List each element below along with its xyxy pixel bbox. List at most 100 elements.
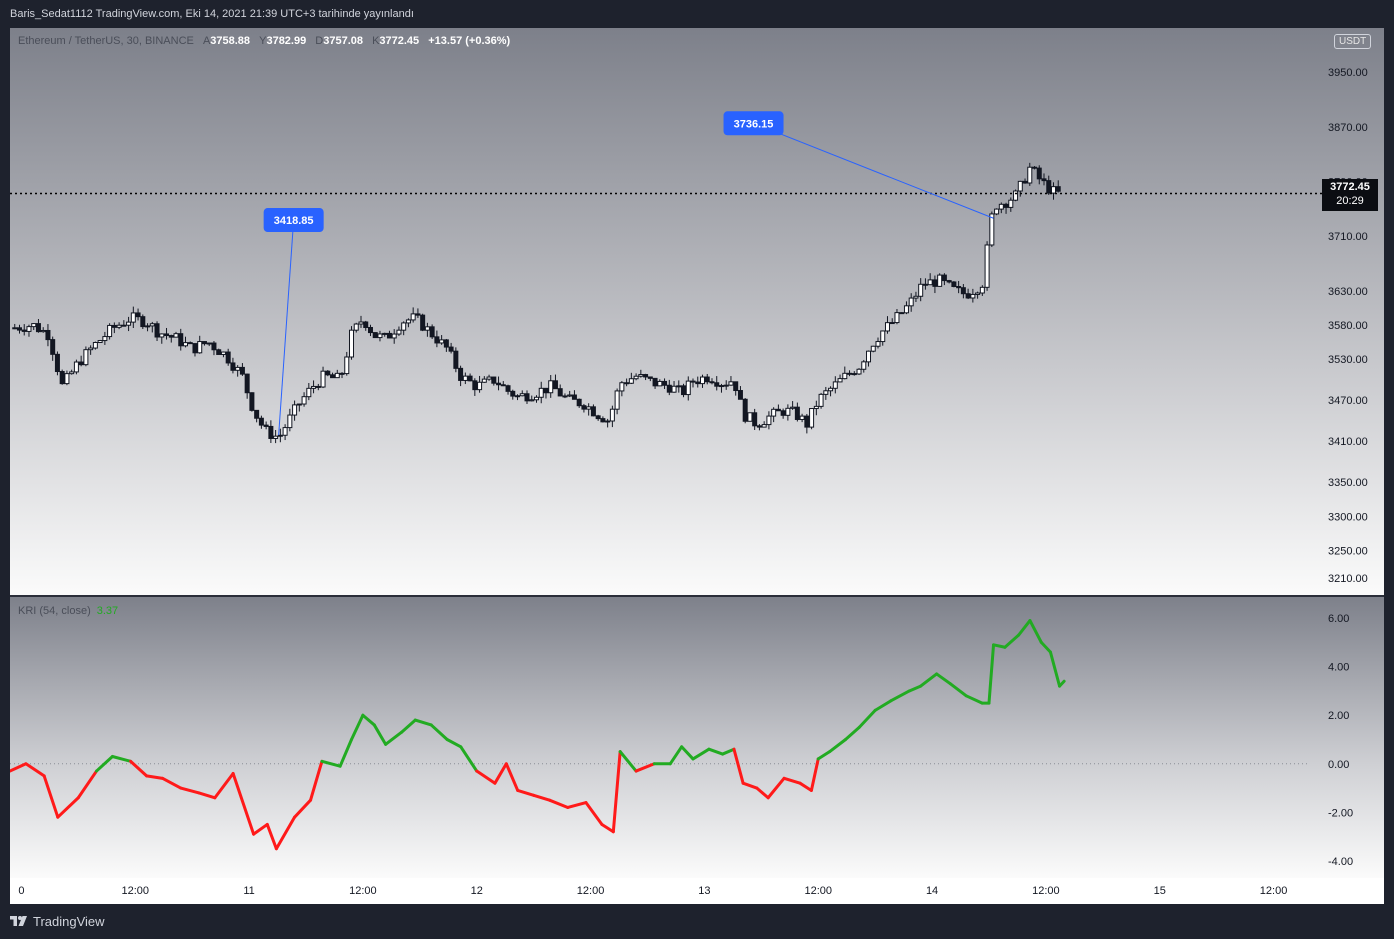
candle-body: [842, 372, 848, 380]
candle-body: [54, 353, 60, 373]
candle-body: [889, 322, 895, 325]
candle-body: [434, 336, 440, 344]
candle-body: [230, 362, 236, 371]
candle-body: [1013, 190, 1019, 201]
price-axis-tick-label: 3250.00: [1328, 545, 1368, 557]
candle-body: [723, 384, 729, 387]
candle-body: [861, 361, 867, 370]
candle-body: [941, 274, 947, 282]
candle-body: [676, 385, 682, 388]
candle-body: [306, 387, 312, 398]
candle-body: [1022, 180, 1028, 184]
candle-body: [496, 382, 502, 386]
candle-body: [405, 319, 411, 324]
time-axis-tick-label: 14: [926, 885, 938, 897]
indicator-line-segment: [1028, 619, 1043, 644]
candle-body: [472, 380, 478, 391]
candle-body: [918, 283, 924, 297]
candle-body: [121, 324, 127, 327]
price-axis-tick-label: 3410.00: [1328, 436, 1368, 448]
indicator-line-segment: [309, 759, 324, 802]
indicator-line-segment: [844, 725, 861, 741]
candle-body: [851, 373, 857, 376]
candle-body: [875, 341, 881, 347]
indicator-pane-background: [10, 596, 1384, 878]
symbol-legend[interactable]: Ethereum / TetherUS, 30, BINANCE A3758.8…: [18, 35, 510, 47]
candle-body: [989, 213, 995, 246]
candle-body: [856, 368, 862, 375]
tradingview-logo-icon[interactable]: [10, 914, 28, 928]
indicator-axis-tick-label: -4.00: [1328, 856, 1353, 868]
symbol-name[interactable]: Ethereum / TetherUS, 30, BINANCE: [18, 35, 194, 47]
candle-body: [173, 333, 179, 338]
candle-body: [458, 367, 464, 381]
candle-body: [614, 390, 620, 410]
candle-body: [206, 342, 212, 345]
indicator-line-segment: [161, 776, 183, 790]
candle-body: [102, 336, 108, 342]
candle-body: [311, 385, 317, 389]
candle-body: [26, 326, 32, 332]
candle-body: [1041, 178, 1047, 182]
indicator-line-segment: [1048, 650, 1062, 688]
candle-body: [1027, 166, 1033, 184]
indicator-line-segment: [668, 745, 684, 766]
candle-body: [78, 361, 84, 366]
candle-body: [339, 372, 345, 375]
candle-body: [126, 321, 132, 326]
candle-body: [88, 347, 94, 351]
chart-svg[interactable]: 3418.85 3736.15 3210.00 3250.00 3300.00 3350…: [10, 28, 1384, 904]
chart-area[interactable]: 3418.85 3736.15 3210.00 3250.00 3300.00 3350…: [10, 28, 1384, 904]
indicator-value: 3.37: [96, 605, 119, 617]
candle-body: [187, 342, 193, 345]
candle-body: [576, 398, 582, 407]
candle-body: [401, 322, 407, 331]
indicator-line-segment: [532, 793, 552, 802]
indicator-line-segment: [816, 750, 832, 761]
candle-body: [903, 305, 909, 314]
main-pane: 3418.85 3736.15: [10, 111, 1322, 444]
indicator-line-segment: [110, 754, 133, 763]
candle-body: [73, 361, 79, 373]
candle-body: [994, 208, 1000, 215]
tradingview-brand[interactable]: TradingView: [33, 914, 105, 929]
candle-body: [1017, 180, 1023, 192]
indicator-line-segment: [809, 757, 820, 792]
candle-body: [154, 323, 160, 338]
indicator-line-segment: [384, 730, 404, 746]
candle-body: [932, 279, 938, 287]
indicator-line-segment: [56, 796, 80, 819]
candle-body: [975, 292, 981, 295]
candle-body: [225, 351, 231, 364]
indicator-line-segment: [721, 747, 736, 756]
candle-body: [766, 415, 772, 426]
open-value: 3758.88: [210, 35, 251, 47]
price-axis-tick-label: 3950.00: [1328, 67, 1368, 79]
candle-body: [785, 407, 791, 416]
candle-body: [282, 427, 288, 436]
candle-body: [524, 393, 530, 402]
candle-body: [197, 341, 203, 354]
candle-body: [481, 378, 487, 383]
indicator-legend[interactable]: KRI (54, close) 3.37: [18, 605, 118, 617]
currency-button[interactable]: USDT: [1334, 34, 1372, 49]
indicator-line-segment: [293, 798, 313, 819]
indicator-line-segment: [1039, 640, 1052, 654]
indicator-line-segment: [707, 747, 725, 756]
indicator-line-segment: [24, 762, 46, 778]
price-axis-tick-label: 3630.00: [1328, 286, 1368, 298]
candle-body: [638, 374, 644, 377]
candle-body: [510, 390, 516, 397]
price-axis-tick-label: 3470.00: [1328, 395, 1368, 407]
candle-body: [922, 283, 928, 286]
indicator-line-segment: [274, 815, 297, 851]
indicator-line-segment: [987, 643, 996, 705]
indicator-axis-tick-label: 4.00: [1328, 662, 1349, 674]
candle-body: [258, 417, 264, 426]
indicator-line-segment: [1017, 619, 1032, 637]
indicator-axis-tick-label: -2.00: [1328, 807, 1353, 819]
candle-body: [149, 323, 155, 327]
candle-body: [747, 412, 753, 422]
indicator-line-segment: [361, 713, 376, 727]
indicator-name[interactable]: KRI (54, close): [18, 605, 91, 617]
